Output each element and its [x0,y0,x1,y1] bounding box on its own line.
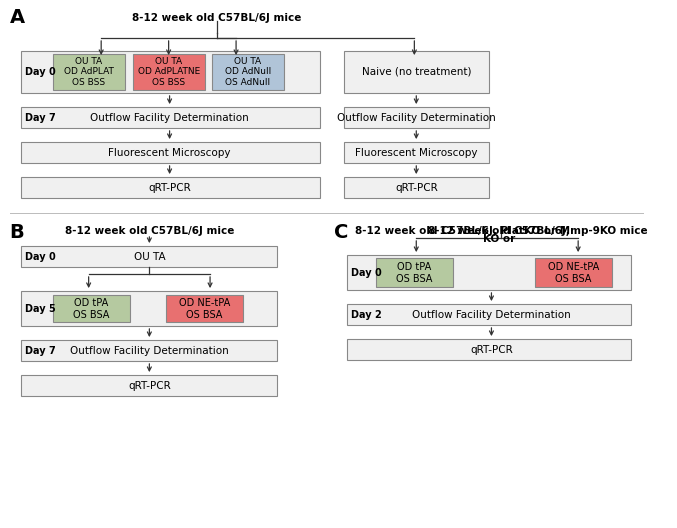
FancyBboxPatch shape [21,340,277,361]
Text: qRT-PCR: qRT-PCR [470,345,512,355]
Text: OD NE-tPA
OS BSA: OD NE-tPA OS BSA [179,298,230,320]
Text: 8-12 week old C57BL/6J mice: 8-12 week old C57BL/6J mice [132,13,301,23]
Text: Day 7: Day 7 [25,346,56,356]
Text: Outflow Facility Determination: Outflow Facility Determination [90,113,249,123]
Text: 8-12 week old C57BL/6J mice: 8-12 week old C57BL/6J mice [65,226,234,236]
Text: Outflow Facility Determination: Outflow Facility Determination [412,310,571,320]
FancyBboxPatch shape [344,51,489,93]
Text: OU TA
OD AdPLATNE
OS BSS: OU TA OD AdPLATNE OS BSS [137,57,200,87]
Text: OD NE-tPA
OS BSA: OD NE-tPA OS BSA [548,262,599,284]
FancyBboxPatch shape [344,177,489,198]
FancyBboxPatch shape [21,177,320,198]
Text: Fluorescent Microscopy: Fluorescent Microscopy [108,148,231,158]
Text: qRT-PCR: qRT-PCR [128,381,171,391]
FancyBboxPatch shape [347,304,631,325]
Text: B: B [9,223,24,242]
FancyBboxPatch shape [21,246,277,267]
Text: 8-12 week old C57BL/6J, PlatKO or Mmp-9KO mice: 8-12 week old C57BL/6J, PlatKO or Mmp-9K… [355,226,647,236]
FancyBboxPatch shape [376,258,453,287]
Text: Outflow Facility Determination: Outflow Facility Determination [337,113,496,123]
Text: OU TA
OD AdPLAT
OS BSS: OU TA OD AdPLAT OS BSS [64,57,114,87]
FancyBboxPatch shape [21,291,277,326]
Text: OU TA: OU TA [133,252,165,262]
FancyBboxPatch shape [347,255,631,290]
FancyBboxPatch shape [21,142,320,163]
Text: Naive (no treatment): Naive (no treatment) [362,67,471,77]
Text: Day 0: Day 0 [25,252,56,262]
FancyBboxPatch shape [21,107,320,128]
Text: OD tPA
OS BSA: OD tPA OS BSA [73,298,110,320]
Text: Outflow Facility Determination: Outflow Facility Determination [70,346,229,356]
Text: OU TA
OD AdNull
OS AdNull: OU TA OD AdNull OS AdNull [225,57,271,87]
Text: Day 0: Day 0 [351,268,382,278]
FancyBboxPatch shape [53,54,125,90]
Text: 8-12 week old C57BL/6J,: 8-12 week old C57BL/6J, [429,226,574,236]
Text: C: C [334,223,349,242]
Text: KO or: KO or [483,234,519,244]
Text: Fluorescent Microscopy: Fluorescent Microscopy [355,148,477,158]
FancyBboxPatch shape [347,339,631,360]
FancyBboxPatch shape [344,142,489,163]
FancyBboxPatch shape [53,295,130,322]
Text: qRT-PCR: qRT-PCR [395,183,437,193]
Text: OD tPA
OS BSA: OD tPA OS BSA [396,262,433,284]
Text: Day 2: Day 2 [351,310,382,320]
Text: Day 5: Day 5 [25,304,56,314]
FancyBboxPatch shape [344,107,489,128]
Text: Day 7: Day 7 [25,113,56,123]
FancyBboxPatch shape [212,54,284,90]
FancyBboxPatch shape [166,295,243,322]
FancyBboxPatch shape [21,51,320,93]
FancyBboxPatch shape [21,375,277,396]
FancyBboxPatch shape [133,54,205,90]
Text: A: A [9,8,25,27]
Text: Day 0: Day 0 [25,67,56,77]
FancyBboxPatch shape [535,258,612,287]
Text: qRT-PCR: qRT-PCR [148,183,191,193]
